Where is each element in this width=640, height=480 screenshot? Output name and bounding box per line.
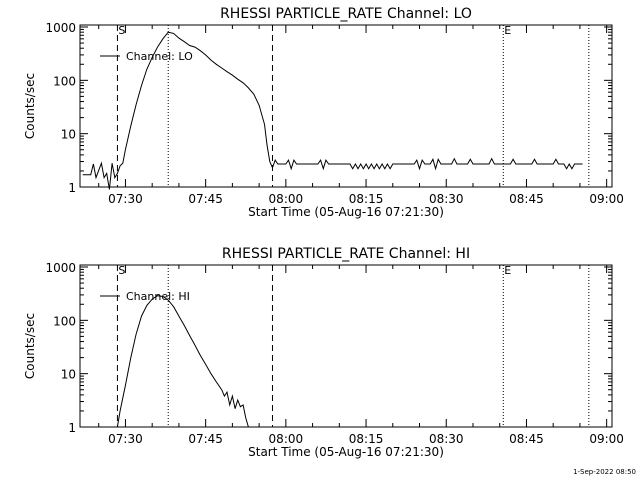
data-series-line bbox=[116, 295, 249, 428]
y-tick-label: 10 bbox=[61, 128, 76, 142]
x-tick-label: 07:45 bbox=[188, 192, 223, 206]
x-axis-label: Start Time (05-Aug-16 07:21:30) bbox=[248, 205, 444, 219]
x-tick-label: 08:15 bbox=[349, 192, 384, 206]
event-marker-label: S bbox=[118, 264, 125, 277]
x-tick-label: 08:45 bbox=[509, 432, 544, 446]
x-tick-label: 08:30 bbox=[429, 192, 464, 206]
chart-title: RHESSI PARTICLE_RATE Channel: LO bbox=[220, 6, 472, 22]
x-tick-label: 07:45 bbox=[188, 432, 223, 446]
x-tick-label: 07:30 bbox=[108, 192, 143, 206]
y-tick-label: 1 bbox=[68, 421, 76, 435]
plot-frame bbox=[79, 264, 613, 428]
x-tick-label: 09:00 bbox=[589, 432, 624, 446]
data-series-line bbox=[82, 31, 583, 190]
x-tick-label: 08:15 bbox=[349, 432, 384, 446]
x-tick-label: 09:00 bbox=[589, 192, 624, 206]
y-tick-label: 10 bbox=[61, 368, 76, 382]
event-marker-label: S bbox=[118, 24, 125, 37]
y-axis-label: Counts/sec bbox=[23, 313, 37, 379]
y-tick-label: 100 bbox=[53, 314, 76, 328]
y-tick-label: 1 bbox=[68, 181, 76, 195]
y-tick-label: 1000 bbox=[45, 261, 76, 275]
x-tick-label: 08:45 bbox=[509, 192, 544, 206]
x-tick-label: 07:30 bbox=[108, 432, 143, 446]
x-tick-label: 08:00 bbox=[269, 432, 304, 446]
legend-label: Channel: LO bbox=[126, 50, 193, 63]
y-tick-label: 1000 bbox=[45, 21, 76, 35]
chart-title: RHESSI PARTICLE_RATE Channel: HI bbox=[222, 246, 470, 262]
x-tick-label: 08:30 bbox=[429, 432, 464, 446]
footer-timestamp: 1-Sep-2022 08:50 bbox=[573, 468, 636, 476]
x-tick-label: 08:00 bbox=[269, 192, 304, 206]
x-axis-label: Start Time (05-Aug-16 07:21:30) bbox=[248, 445, 444, 459]
event-marker-label: E bbox=[504, 264, 511, 277]
plot-frame bbox=[79, 24, 613, 188]
y-axis-label: Counts/sec bbox=[23, 73, 37, 139]
y-tick-label: 100 bbox=[53, 74, 76, 88]
event-marker-label: E bbox=[504, 24, 511, 37]
legend-label: Channel: HI bbox=[126, 290, 190, 303]
